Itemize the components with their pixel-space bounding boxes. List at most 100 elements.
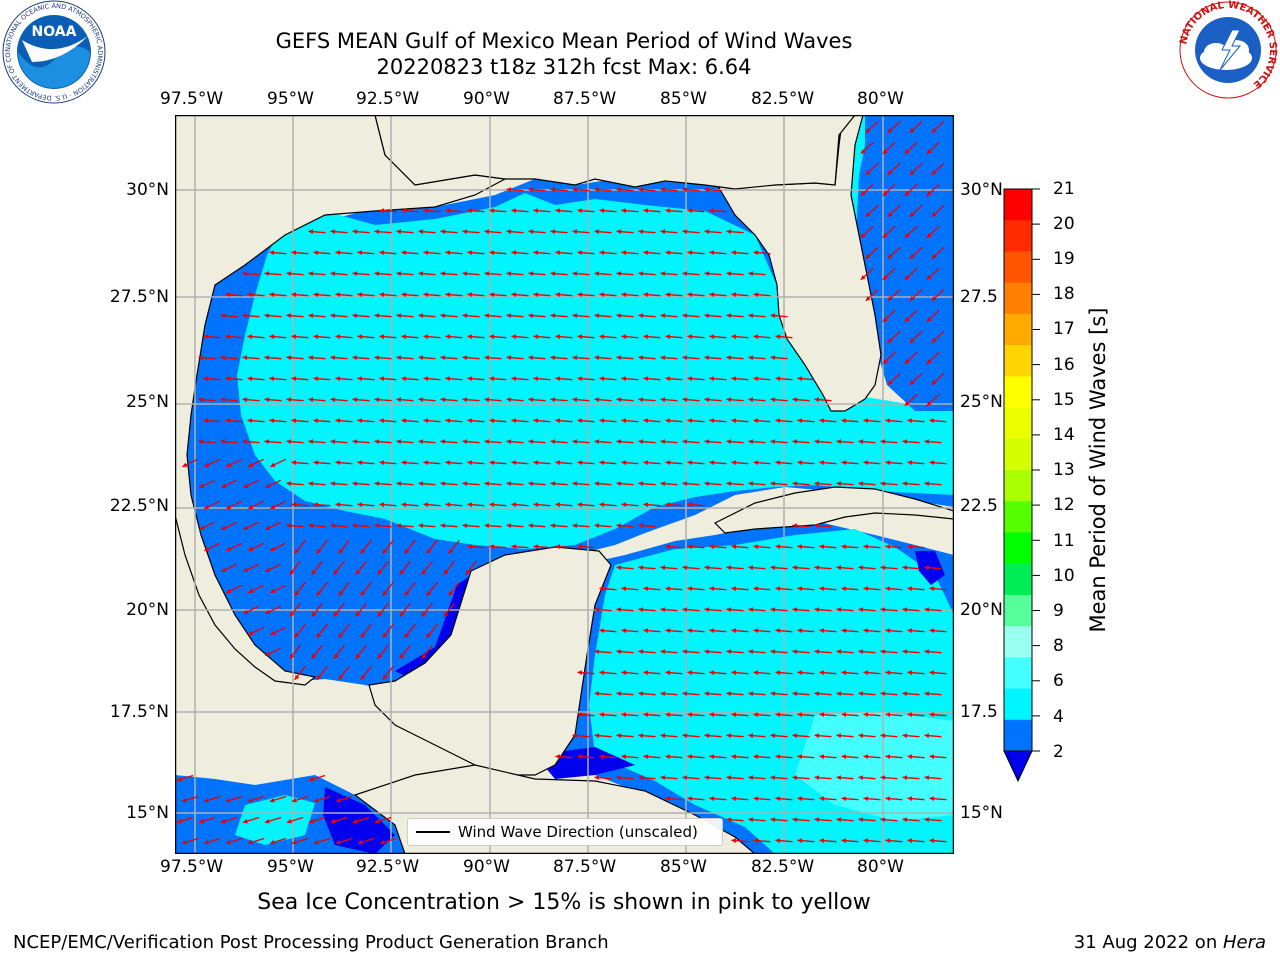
wave-arrow-head <box>865 254 871 259</box>
wave-arrow-head <box>294 548 300 554</box>
wave-arrow-head <box>269 376 275 382</box>
wave-arrow-head <box>489 292 495 298</box>
wave-arrow-head <box>687 502 693 508</box>
wave-arrow-head <box>638 649 644 655</box>
wave-arrow-head <box>572 271 578 277</box>
wave-arrow-head <box>638 481 644 487</box>
wave-arrow-head <box>643 460 649 466</box>
wave-arrow-head <box>242 271 248 277</box>
wave-arrow-head <box>311 569 317 575</box>
wave-arrow-head <box>462 481 468 487</box>
wave-arrow-head <box>775 628 781 634</box>
wave-arrow-head <box>836 439 842 445</box>
wave-arrow-head <box>291 376 297 382</box>
colorbar-segment <box>1004 407 1032 440</box>
wave-arrow-head <box>616 229 622 235</box>
lat-label-left: 22.5°N <box>109 496 169 516</box>
wave-arrow-head <box>335 418 341 424</box>
wave-arrow-head <box>841 754 847 760</box>
wave-arrow-head <box>836 649 842 655</box>
wave-arrow-head <box>286 439 292 445</box>
wave-arrow-head <box>220 397 226 403</box>
wave-arrow-head <box>841 586 847 592</box>
wave-arrow-head <box>616 607 622 613</box>
wave-arrow-head <box>863 460 869 466</box>
footer-machine: Hera <box>1222 932 1266 953</box>
wave-arrow-head <box>489 544 495 550</box>
wave-arrow-head <box>704 397 710 403</box>
wave-arrow-head <box>352 397 358 403</box>
wave-arrow-head <box>225 418 231 424</box>
wave-arrow-head <box>621 208 627 214</box>
wave-arrow-head <box>248 504 254 509</box>
lon-label-top: 85°W <box>660 89 707 109</box>
wave-arrow-head <box>357 250 363 256</box>
wave-arrow-head <box>909 254 915 259</box>
wave-arrow-head <box>907 628 913 634</box>
wave-arrow-head <box>445 502 451 508</box>
wave-arrow-head <box>269 797 275 803</box>
wave-arrow-head <box>311 611 317 617</box>
wave-arrow-head <box>929 460 935 466</box>
wave-arrow-head <box>770 313 776 319</box>
wave-arrow-head <box>270 504 276 509</box>
wave-arrow-head <box>401 334 407 340</box>
wave-arrow-head <box>687 628 693 634</box>
wave-arrow-head <box>665 250 671 256</box>
wave-arrow-head <box>638 565 644 571</box>
wave-arrow-head <box>462 439 468 445</box>
wave-arrow-head <box>440 397 446 403</box>
wave-arrow-head <box>621 418 627 424</box>
wave-arrow-head <box>792 565 798 571</box>
wave-arrow-head <box>660 691 666 697</box>
wave-arrow-head <box>577 250 583 256</box>
wave-arrow-head <box>269 334 275 340</box>
wave-arrow-head <box>797 544 803 550</box>
colorbar-svg <box>1003 188 1040 783</box>
wave-arrow-head <box>885 796 891 802</box>
wave-arrow-head <box>731 628 737 634</box>
wave-arrow-head <box>687 250 693 256</box>
wave-arrow-head <box>775 670 781 676</box>
wave-arrow-head <box>528 397 534 403</box>
wave-arrow-head <box>904 275 910 280</box>
wave-arrow-head <box>621 502 627 508</box>
wave-arrow-head <box>316 590 322 596</box>
wave-arrow-head <box>904 233 910 238</box>
lon-label-bottom: 92.5°W <box>356 857 420 877</box>
wave-arrow-head <box>775 376 781 382</box>
wave-arrow-head <box>550 187 556 193</box>
lat-label-left: 15°N <box>126 803 169 823</box>
wave-arrow-head <box>660 187 666 193</box>
wave-arrow-head <box>907 712 913 718</box>
wave-arrow-head <box>357 376 363 382</box>
wave-arrow-head <box>396 397 402 403</box>
wave-arrow-head <box>731 796 737 802</box>
wave-arrow-head <box>643 250 649 256</box>
colorbar-tick: 13 <box>1053 460 1075 480</box>
wave-arrow-head <box>731 334 737 340</box>
wave-arrow-head <box>638 271 644 277</box>
wave-arrow-head <box>533 292 539 298</box>
wave-arrow-head <box>814 481 820 487</box>
wave-arrow-head <box>286 818 292 824</box>
wave-arrow-head <box>819 838 825 844</box>
wave-arrow-head <box>880 649 886 655</box>
colorbar-tick: 10 <box>1053 566 1075 586</box>
wave-arrow-head <box>265 651 271 656</box>
wave-arrow-head <box>577 376 583 382</box>
wave-arrow-head <box>665 418 671 424</box>
wave-arrow-head <box>594 733 600 739</box>
wave-arrow-head <box>665 376 671 382</box>
wave-arrow-head <box>797 796 803 802</box>
wave-arrow-head <box>643 754 649 760</box>
wave-arrow-head <box>814 817 820 823</box>
wave-arrow-head <box>533 376 539 382</box>
wave-arrow-head <box>924 817 930 823</box>
wave-arrow-head <box>355 611 361 617</box>
wave-arrow-head <box>929 754 935 760</box>
wave-arrow-head <box>907 838 913 844</box>
wave-arrow-head <box>399 611 405 617</box>
wave-arrow-head <box>511 292 517 298</box>
wave-arrow-head <box>731 586 737 592</box>
